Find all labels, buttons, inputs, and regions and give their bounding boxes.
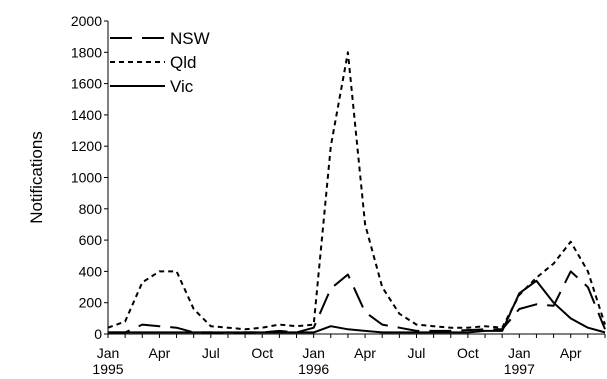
y-tick-label: 600: [79, 232, 103, 248]
y-tick-label: 2000: [71, 13, 102, 29]
y-tick-label: 1800: [71, 44, 102, 60]
legend-label-qld: Qld: [170, 53, 196, 72]
axes-layer: 0 200 400 600 800 1000 1200 1400 1600 1800 2000 Jan…: [71, 13, 605, 377]
y-tick-label: 1200: [71, 138, 102, 154]
y-tick-label: 0: [94, 326, 102, 342]
legend: NSW Qld Vic: [110, 29, 210, 96]
x-tick-label: Apr: [560, 345, 582, 361]
x-tick-label: Jan: [97, 345, 120, 361]
x-tick-label: Apr: [149, 345, 171, 361]
x-tick-label: 1996: [298, 361, 329, 377]
x-tick-label: Jan: [508, 345, 531, 361]
y-tick-label: 800: [79, 201, 103, 217]
x-tick-label: 1997: [504, 361, 535, 377]
series-line-nsw: [108, 271, 605, 333]
y-tick-label: 400: [79, 263, 103, 279]
legend-label-vic: Vic: [170, 77, 194, 96]
y-tick-label: 1000: [71, 170, 102, 186]
x-tick-label: Apr: [354, 345, 376, 361]
x-tick-label: Jan: [302, 345, 325, 361]
x-tick-label: Jul: [408, 345, 426, 361]
x-tick-label: Jul: [202, 345, 220, 361]
y-tick-label: 200: [79, 295, 103, 311]
x-tick-label: Oct: [251, 345, 273, 361]
y-tick-label: 1400: [71, 107, 102, 123]
legend-label-nsw: NSW: [170, 29, 210, 48]
y-tick-label: 1600: [71, 76, 102, 92]
y-axis-title: Notifications: [27, 131, 46, 224]
x-tick-label: 1995: [92, 361, 123, 377]
x-tick-label: Oct: [457, 345, 479, 361]
